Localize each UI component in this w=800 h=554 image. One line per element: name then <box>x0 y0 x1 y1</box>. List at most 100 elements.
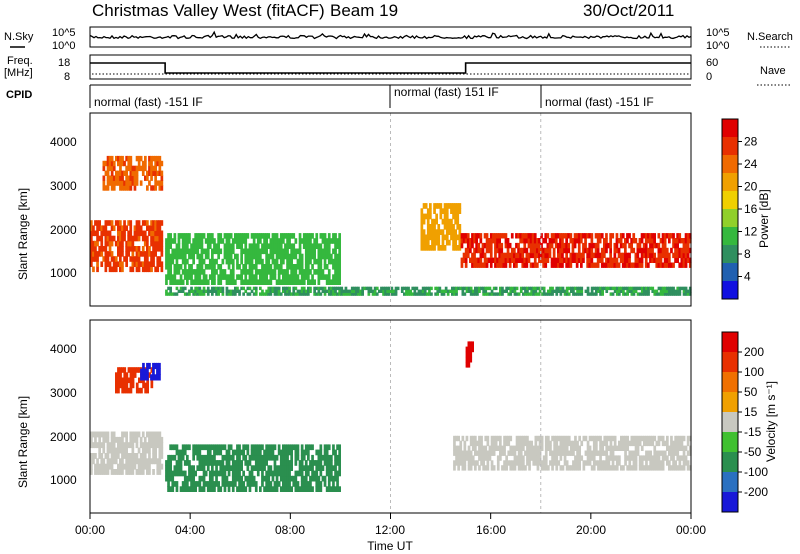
power-plot-cell <box>494 247 497 254</box>
power-plot-cell <box>688 247 692 254</box>
vel-plot-cell <box>549 445 552 451</box>
power-plot-cell <box>154 220 157 226</box>
power-plot-cell <box>684 292 688 296</box>
vel-plot-cell <box>190 481 193 487</box>
power-plot-cell <box>202 286 206 291</box>
power-plot-cell <box>327 274 331 280</box>
vel-plot-cell <box>300 454 304 461</box>
vel-cbar-tick-label: 50 <box>744 385 758 399</box>
power-plot-cell <box>663 238 667 244</box>
power-plot-cell <box>644 233 648 239</box>
power-plot-cell <box>561 252 564 259</box>
vel-plot-cell <box>114 458 118 465</box>
vel-plot-cell <box>129 377 133 384</box>
power-plot-cell <box>290 269 293 275</box>
power-plot-cell <box>200 279 204 285</box>
power-plot-cell <box>500 252 504 259</box>
power-plot-cell <box>653 242 656 249</box>
power-plot-cell <box>586 286 590 291</box>
power-plot-cell <box>369 286 373 291</box>
power-plot-cell <box>513 286 517 291</box>
power-plot-cell <box>144 160 147 167</box>
vel-plot-cell <box>578 460 581 466</box>
vel-plot-cell <box>496 435 500 442</box>
power-plot-cell <box>173 238 177 244</box>
vel-plot-cell <box>117 382 120 389</box>
power-plot-cell <box>676 233 679 239</box>
vel-plot-cell <box>599 440 602 447</box>
power-plot-cell <box>573 233 577 239</box>
vel-plot-cell <box>490 460 494 466</box>
vel-plot-cell <box>106 436 110 443</box>
power-plot-cell <box>234 279 237 285</box>
power-plot-cell <box>624 286 627 291</box>
power-plot-cell <box>290 248 293 255</box>
power-plot-cell <box>131 165 135 172</box>
power-plot-cell <box>125 180 128 186</box>
power-plot-cell <box>143 251 147 257</box>
vel-plot-cell <box>590 435 594 442</box>
vel-plot-cell <box>202 454 206 461</box>
power-plot-cell <box>127 240 130 247</box>
power-plot-cell <box>165 264 168 270</box>
power-plot-cell <box>177 243 181 249</box>
power-plot-cell <box>294 292 298 296</box>
power-plot-cell <box>559 238 562 244</box>
power-plot-cell <box>315 238 319 244</box>
nave-label: Nave <box>760 65 786 77</box>
power-plot-cell <box>598 257 602 263</box>
power-plot-cell <box>538 286 542 291</box>
power-plot-cell <box>125 251 128 257</box>
power-plot-cell <box>125 165 128 172</box>
power-plot-cell <box>286 279 289 285</box>
power-plot-cell <box>505 289 508 293</box>
power-plot-cell <box>464 262 468 268</box>
power-plot-cell <box>277 274 281 280</box>
vel-plot-cell <box>323 449 327 456</box>
vel-plot-cell <box>325 465 329 471</box>
power-plot-cell <box>315 243 319 249</box>
power-plot-cell <box>680 247 684 254</box>
power-plot-cell <box>434 286 437 291</box>
power-plot-cell <box>369 289 373 293</box>
power-plot-cell <box>198 274 202 280</box>
power-plot-cell <box>465 286 469 291</box>
power-plot-cell <box>638 247 642 254</box>
vel-plot-cell <box>158 431 162 438</box>
vel-plot-cell <box>300 465 304 471</box>
power-plot-cell <box>536 238 539 244</box>
vel-plot-cell <box>311 470 314 477</box>
vel-plot-cell <box>603 450 607 456</box>
power-plot-cell <box>181 289 185 293</box>
power-plot-cell <box>665 262 669 268</box>
vel-plot-cell <box>615 445 619 451</box>
power-plot-cell <box>688 262 692 268</box>
power-plot-feature-0 <box>90 220 164 273</box>
power-plot-cell <box>238 292 241 296</box>
power-plot-cell <box>271 253 275 260</box>
vel-plot-cell <box>336 444 339 451</box>
power-plot-cell <box>344 286 348 291</box>
vel-plot-cell <box>277 465 281 471</box>
power-plot-cell <box>240 269 243 275</box>
power-plot-cell <box>302 238 306 244</box>
vel-plot-cell <box>133 436 137 443</box>
vel-plot-cell <box>256 449 260 456</box>
vel-plot-cell <box>453 440 456 447</box>
power-plot-cell <box>96 220 99 226</box>
vel-plot-cell <box>315 460 319 466</box>
power-plot-cell <box>549 292 552 296</box>
power-plot-cell <box>536 252 539 259</box>
vel-plot-cell <box>137 469 141 475</box>
vel-plot-cell <box>609 445 613 451</box>
power-plot-cell <box>117 175 120 181</box>
vel-plot-cell <box>592 450 596 456</box>
power-plot-cell <box>304 233 308 239</box>
power-plot-cell <box>202 279 206 285</box>
vel-plot-cell <box>624 460 627 466</box>
power-plot-cell <box>542 286 546 291</box>
power-plot-cell <box>450 208 453 214</box>
vel-plot-cell <box>636 445 640 451</box>
vel-plot-cell <box>240 475 243 482</box>
power-plot-cell <box>127 175 131 181</box>
